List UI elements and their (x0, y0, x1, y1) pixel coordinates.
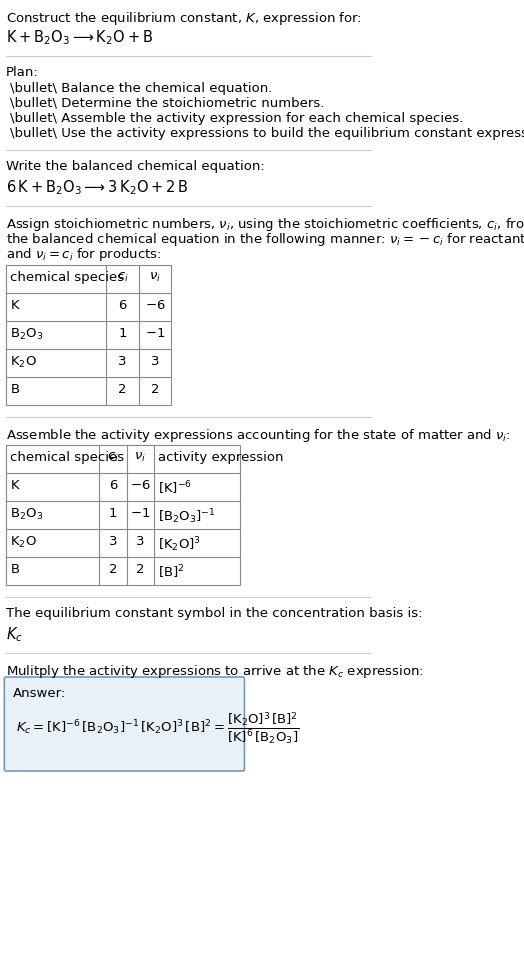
Text: Plan:: Plan: (6, 66, 38, 79)
Text: 3: 3 (136, 535, 145, 548)
Text: $6\,\mathrm{K} + \mathrm{B_2O_3} \longrightarrow 3\,\mathrm{K_2O} + 2\,\mathrm{B: $6\,\mathrm{K} + \mathrm{B_2O_3} \longri… (6, 178, 188, 197)
Text: $-6$: $-6$ (145, 299, 165, 312)
Text: 3: 3 (118, 355, 127, 368)
Text: 2: 2 (136, 563, 145, 576)
Text: $c_i$: $c_i$ (117, 271, 128, 284)
Text: Answer:: Answer: (13, 687, 66, 700)
Bar (6, 445, 240, 585)
Text: 1: 1 (118, 327, 127, 340)
Text: Assemble the activity expressions accounting for the state of matter and $\nu_i$: Assemble the activity expressions accoun… (6, 427, 510, 444)
FancyBboxPatch shape (4, 677, 245, 771)
Text: $-1$: $-1$ (130, 507, 150, 520)
Text: chemical species: chemical species (10, 451, 124, 464)
Text: $[\mathrm{K_2O}]^3$: $[\mathrm{K_2O}]^3$ (158, 535, 201, 554)
Text: \bullet\ Balance the chemical equation.: \bullet\ Balance the chemical equation. (10, 82, 272, 95)
Text: \bullet\ Assemble the activity expression for each chemical species.: \bullet\ Assemble the activity expressio… (10, 112, 463, 125)
Text: 1: 1 (108, 507, 117, 520)
Text: $[\mathrm{B_2O_3}]^{-1}$: $[\mathrm{B_2O_3}]^{-1}$ (158, 507, 216, 526)
Text: 3: 3 (151, 355, 159, 368)
Text: 2: 2 (151, 383, 159, 396)
Text: \bullet\ Use the activity expressions to build the equilibrium constant expressi: \bullet\ Use the activity expressions to… (10, 127, 524, 140)
Text: $\mathrm{B_2O_3}$: $\mathrm{B_2O_3}$ (10, 327, 43, 342)
Text: $c_i$: $c_i$ (107, 451, 119, 464)
Text: Mulitply the activity expressions to arrive at the $K_c$ expression:: Mulitply the activity expressions to arr… (6, 663, 423, 680)
Text: $K_c = [\mathrm{K}]^{-6}\,[\mathrm{B_2O_3}]^{-1}\,[\mathrm{K_2O}]^3\,[\mathrm{B}: $K_c = [\mathrm{K}]^{-6}\,[\mathrm{B_2O_… (16, 711, 299, 747)
Text: and $\nu_i = c_i$ for products:: and $\nu_i = c_i$ for products: (6, 246, 161, 263)
Text: the balanced chemical equation in the following manner: $\nu_i = -c_i$ for react: the balanced chemical equation in the fo… (6, 231, 524, 248)
Text: $\mathrm{K} + \mathrm{B_2O_3} \longrightarrow \mathrm{K_2O} + \mathrm{B}$: $\mathrm{K} + \mathrm{B_2O_3} \longright… (6, 28, 153, 47)
Text: 2: 2 (118, 383, 127, 396)
Text: $\mathrm{B}$: $\mathrm{B}$ (10, 383, 20, 396)
Text: \bullet\ Determine the stoichiometric numbers.: \bullet\ Determine the stoichiometric nu… (10, 97, 324, 110)
Text: Construct the equilibrium constant, $K$, expression for:: Construct the equilibrium constant, $K$,… (6, 10, 362, 27)
Text: $\mathrm{K}$: $\mathrm{K}$ (10, 299, 21, 312)
Text: $[\mathrm{K}]^{-6}$: $[\mathrm{K}]^{-6}$ (158, 479, 192, 497)
Text: $\nu_i$: $\nu_i$ (149, 271, 161, 284)
Text: $\mathrm{K_2O}$: $\mathrm{K_2O}$ (10, 355, 37, 370)
Text: $K_c$: $K_c$ (6, 625, 23, 644)
Text: $[\mathrm{B}]^2$: $[\mathrm{B}]^2$ (158, 563, 184, 580)
Text: $\mathrm{B}$: $\mathrm{B}$ (10, 563, 20, 576)
Text: $\mathrm{B_2O_3}$: $\mathrm{B_2O_3}$ (10, 507, 43, 522)
Text: $\mathrm{K}$: $\mathrm{K}$ (10, 479, 21, 492)
Text: 6: 6 (118, 299, 127, 312)
Text: $-6$: $-6$ (130, 479, 150, 492)
Text: $-1$: $-1$ (145, 327, 165, 340)
Text: 3: 3 (108, 535, 117, 548)
Text: $\nu_i$: $\nu_i$ (134, 451, 146, 464)
Text: Write the balanced chemical equation:: Write the balanced chemical equation: (6, 160, 265, 173)
Text: activity expression: activity expression (158, 451, 283, 464)
Text: $\mathrm{K_2O}$: $\mathrm{K_2O}$ (10, 535, 37, 550)
Text: chemical species: chemical species (10, 271, 124, 284)
Text: Assign stoichiometric numbers, $\nu_i$, using the stoichiometric coefficients, $: Assign stoichiometric numbers, $\nu_i$, … (6, 216, 524, 233)
Bar (6, 265, 171, 405)
Text: 6: 6 (108, 479, 117, 492)
Text: 2: 2 (108, 563, 117, 576)
Text: The equilibrium constant symbol in the concentration basis is:: The equilibrium constant symbol in the c… (6, 607, 422, 620)
